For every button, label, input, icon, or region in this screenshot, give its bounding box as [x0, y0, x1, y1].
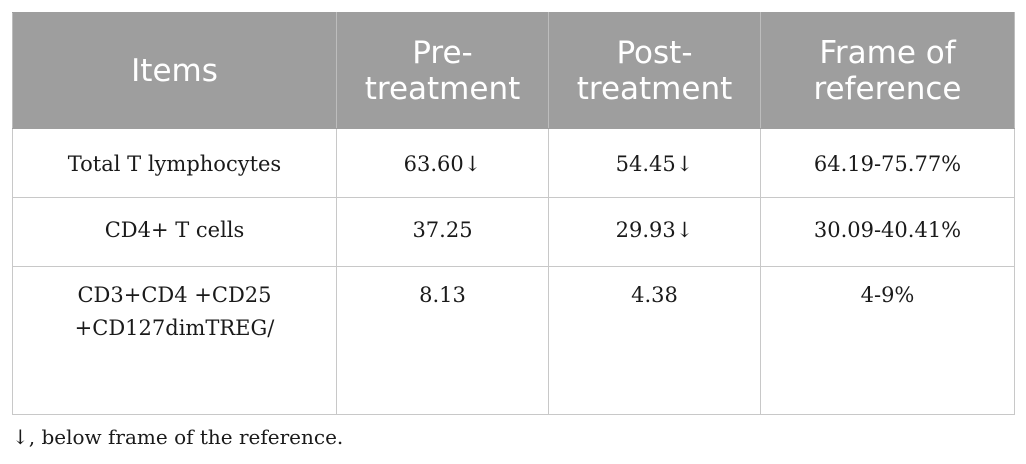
cell-reference: 64.19-75.77%: [760, 128, 1015, 198]
cell-post-treatment: 4.38: [548, 266, 761, 415]
table-header: Items Pre-treatment Post-treatment Frame…: [12, 12, 1015, 129]
cell-reference: 4-9%: [760, 266, 1015, 415]
cell-post-treatment: 54.45↓: [548, 128, 761, 198]
cell-item: CD4+ T cells: [12, 197, 337, 267]
header-items: Items: [12, 12, 337, 129]
header-row: Items Pre-treatment Post-treatment Frame…: [12, 12, 1015, 129]
cell-item: CD3+CD4 +CD25 +CD127dimTREG/: [12, 266, 337, 415]
cell-item: Total T lymphocytes: [12, 128, 337, 198]
cell-reference: 30.09-40.41%: [760, 197, 1015, 267]
data-table-container: Items Pre-treatment Post-treatment Frame…: [12, 12, 1015, 415]
lymphocyte-table: Items Pre-treatment Post-treatment Frame…: [12, 12, 1015, 415]
table-row: CD3+CD4 +CD25 +CD127dimTREG/ 8.13 4.38 4…: [12, 266, 1015, 415]
cell-pre-treatment: 63.60↓: [336, 128, 549, 198]
header-frame-of-reference: Frame of reference: [760, 12, 1015, 129]
cell-pre-treatment: 8.13: [336, 266, 549, 415]
header-pre-treatment: Pre-treatment: [336, 12, 549, 129]
table-body: Total T lymphocytes 63.60↓ 54.45↓ 64.19-…: [12, 128, 1015, 415]
header-post-treatment: Post-treatment: [548, 12, 761, 129]
table-row: Total T lymphocytes 63.60↓ 54.45↓ 64.19-…: [12, 128, 1015, 198]
cell-post-treatment: 29.93↓: [548, 197, 761, 267]
table-row: CD4+ T cells 37.25 29.93↓ 30.09-40.41%: [12, 197, 1015, 267]
cell-pre-treatment: 37.25: [336, 197, 549, 267]
table-footnote: ↓, below frame of the reference.: [12, 425, 344, 449]
